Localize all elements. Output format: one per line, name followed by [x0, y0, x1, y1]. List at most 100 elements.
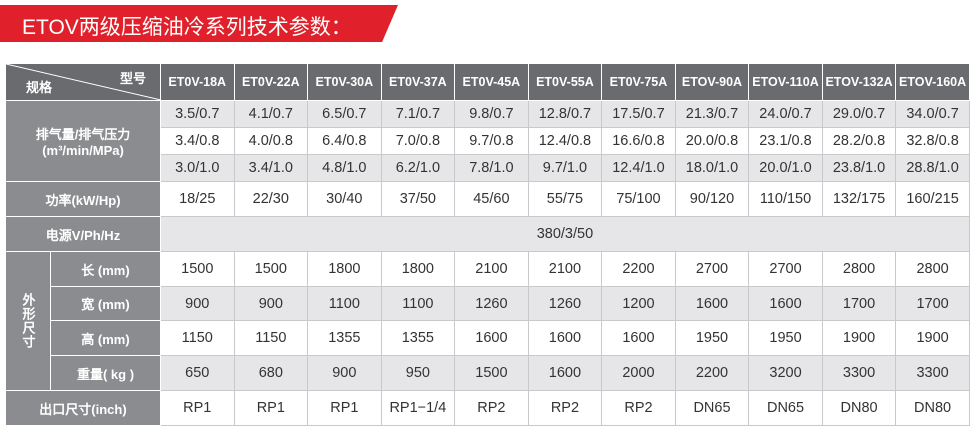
dimension-value: 1600 — [527, 355, 603, 391]
pressure-label: 排气量/排气压力 (m³/min/MPa) — [5, 100, 161, 182]
dimension-value: 1950 — [748, 320, 823, 356]
pressure-value: 3.4/0.8 — [160, 127, 235, 155]
pressure-value: 6.2/1.0 — [380, 154, 456, 182]
pressure-value: 12.4/0.8 — [527, 127, 603, 155]
dimension-value: 1355 — [380, 320, 456, 356]
dimension-value: 1500 — [233, 251, 309, 287]
pressure-value: 3.5/0.7 — [160, 100, 235, 128]
dimension-value: 1500 — [160, 251, 235, 287]
pressure-value: 6.4/0.8 — [307, 127, 382, 155]
dimension-value: 2100 — [527, 251, 603, 287]
dimension-value: 1700 — [895, 286, 970, 321]
pressure-value: 29.0/0.7 — [821, 100, 897, 128]
dimension-value: 1150 — [233, 320, 309, 356]
pressure-value: 21.3/0.7 — [674, 100, 750, 128]
table-row: 3.0/1.0 3.4/1.0 4.8/1.0 6.2/1.0 7.8/1.0 9.7/1… — [6, 154, 970, 182]
pressure-value: 4.1/0.7 — [233, 100, 309, 128]
outlet-value: DN80 — [821, 390, 897, 426]
outlet-value: RP2 — [527, 390, 603, 426]
corner-cell: 型号 规格 — [5, 63, 161, 101]
dimension-value: 650 — [160, 355, 235, 391]
pressure-value: 16.6/0.8 — [601, 127, 676, 155]
pressure-value: 18.0/1.0 — [674, 154, 750, 182]
pressure-value: 12.8/0.7 — [527, 100, 603, 128]
pressure-value: 7.1/0.7 — [380, 100, 456, 128]
model-header: ET0V-37A — [380, 63, 456, 101]
table-row: 宽 (mm) 900 900 1100 1100 1260 1260 1200 1600 1600… — [6, 286, 970, 321]
dimensions-title: 外形尺寸 — [20, 293, 36, 349]
outlet-value: RP1 — [307, 390, 382, 426]
dimension-value: 2000 — [601, 355, 676, 391]
power-value: 55/75 — [527, 181, 603, 217]
pressure-value: 4.0/0.8 — [233, 127, 309, 155]
dimension-value: 2700 — [674, 251, 750, 287]
pressure-value: 7.0/0.8 — [380, 127, 456, 155]
outlet-value: RP1 — [233, 390, 309, 426]
pressure-value: 20.0/1.0 — [748, 154, 823, 182]
pressure-value: 12.4/1.0 — [601, 154, 676, 182]
model-header: ETOV-110A — [748, 63, 823, 101]
pressure-value: 9.7/0.8 — [454, 127, 529, 155]
pressure-value: 9.8/0.7 — [454, 100, 529, 128]
dimension-value: 1800 — [380, 251, 456, 287]
pressure-unit: (m³/min/MPa) — [42, 143, 124, 158]
dimension-value: 2100 — [454, 251, 529, 287]
dimension-value: 1355 — [307, 320, 382, 356]
dimension-value: 1900 — [895, 320, 970, 356]
pressure-value: 23.1/0.8 — [748, 127, 823, 155]
dimension-value: 1600 — [748, 286, 823, 321]
table-row: 高 (mm) 1150 1150 1355 1355 1600 1600 1600 1950 19… — [6, 320, 970, 356]
pressure-value: 34.0/0.7 — [895, 100, 970, 128]
model-header: ET0V-18A — [160, 63, 235, 101]
dimension-value: 2200 — [601, 251, 676, 287]
pressure-value: 7.8/1.0 — [454, 154, 529, 182]
dimension-value: 1200 — [601, 286, 676, 321]
dimension-value: 2200 — [674, 355, 750, 391]
dimension-value: 900 — [160, 286, 235, 321]
model-header: ETOV-160A — [895, 63, 970, 101]
outlet-value: RP1−1/4 — [380, 390, 456, 426]
table-row: 电源V/Ph/Hz 380/3/50 — [5, 216, 970, 252]
dimension-value: 1700 — [821, 286, 897, 321]
table-row: 排气量/排气压力 (m³/min/MPa) 3.5/0.7 4.1/0.7 6.5/0.… — [5, 100, 970, 182]
table-row: 出口尺寸(inch) RP1 RP1 RP1 RP1−1/4 RP2 RP2 RP2 DN65 D… — [5, 390, 970, 426]
dimension-value: 3300 — [821, 355, 897, 391]
dimension-value: 1950 — [674, 320, 750, 356]
dimension-value: 2700 — [748, 251, 823, 287]
dimension-value: 1600 — [601, 320, 676, 356]
outlet-value: RP1 — [160, 390, 235, 426]
pressure-value: 28.8/1.0 — [895, 154, 970, 182]
table-row: 功率(kW/Hp) 18/25 22/30 30/40 37/50 45/60 55/75 7… — [5, 181, 970, 217]
power-value: 30/40 — [307, 181, 382, 217]
dimension-value: 1100 — [307, 286, 382, 321]
outlet-value: DN80 — [895, 390, 970, 426]
model-header: ET0V-55A — [527, 63, 603, 101]
pressure-value: 17.5/0.7 — [601, 100, 676, 128]
power-value: 110/150 — [748, 181, 823, 217]
dimension-value: 950 — [380, 355, 456, 391]
model-header: ET0V-30A — [307, 63, 382, 101]
dimension-value: 1900 — [821, 320, 897, 356]
power-label: 功率(kW/Hp) — [5, 181, 161, 217]
pressure-value: 4.8/1.0 — [307, 154, 382, 182]
dimension-value: 3200 — [748, 355, 823, 391]
power-value: 37/50 — [380, 181, 456, 217]
corner-bottom: 规格 — [26, 80, 53, 95]
pressure-value: 32.8/0.8 — [895, 127, 970, 155]
power-value: 22/30 — [233, 181, 309, 217]
table-row: 重量( kg ) 650 680 900 950 1500 1600 2000 2200 3200… — [6, 355, 970, 391]
supply-label: 电源V/Ph/Hz — [5, 216, 161, 252]
pressure-value: 20.0/0.8 — [674, 127, 750, 155]
supply-value: 380/3/50 — [160, 216, 970, 252]
dimension-value: 1100 — [380, 286, 456, 321]
pressure-value: 3.4/1.0 — [233, 154, 309, 182]
dimension-value: 1800 — [307, 251, 382, 287]
dimension-value: 1500 — [454, 355, 529, 391]
dimension-value: 680 — [233, 355, 309, 391]
power-value: 18/25 — [160, 181, 235, 217]
model-header: ETOV-132A — [821, 63, 897, 101]
model-header: ET0V-45A — [454, 63, 529, 101]
power-value: 90/120 — [674, 181, 750, 217]
dimension-label: 宽 (mm) — [50, 286, 161, 321]
